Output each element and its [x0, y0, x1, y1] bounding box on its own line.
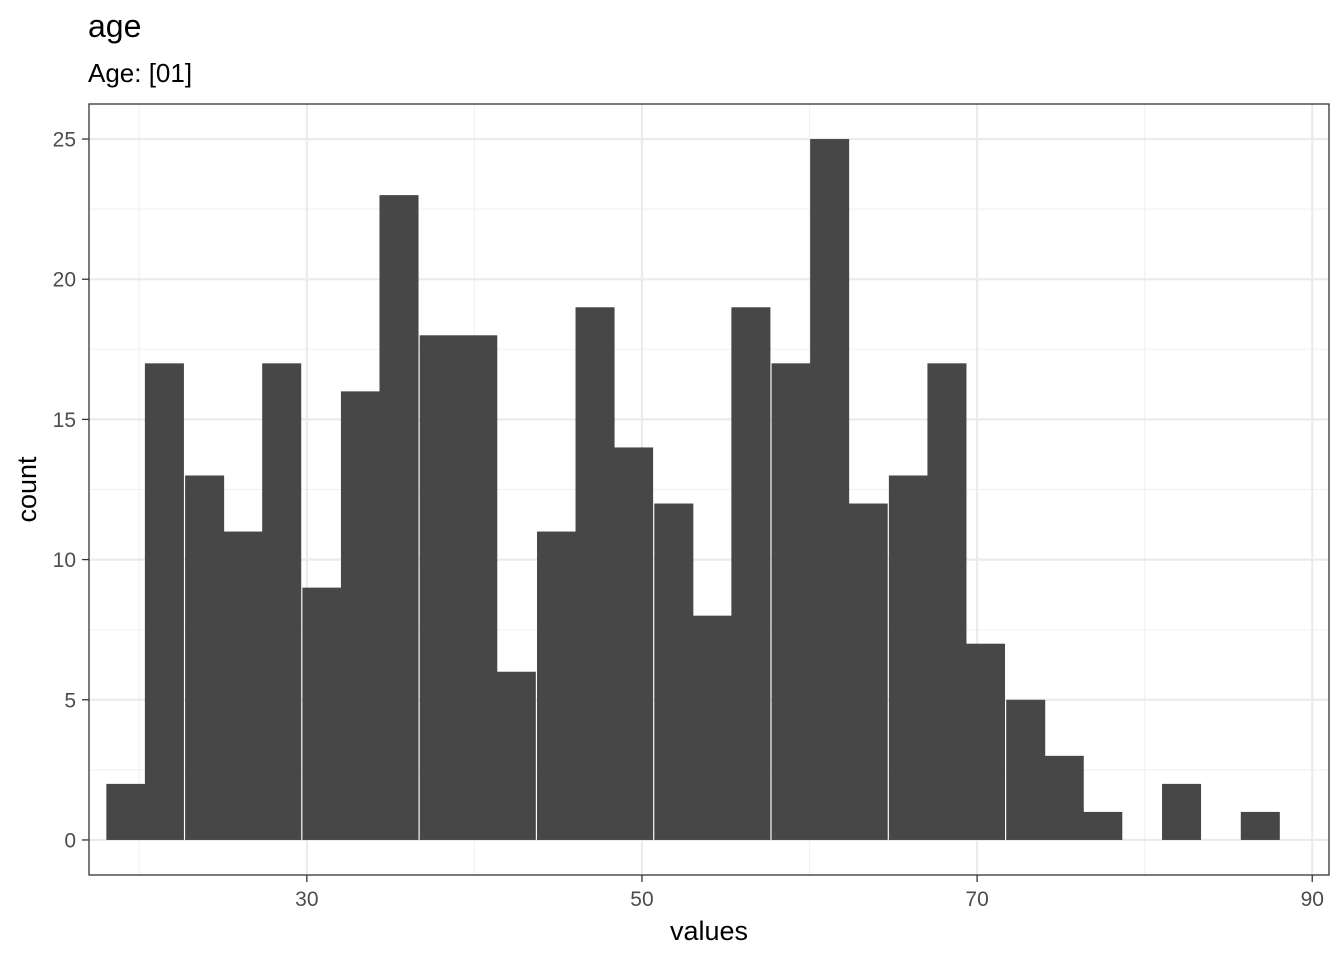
histogram-bar [1162, 783, 1202, 840]
histogram-bar [1083, 811, 1123, 840]
histogram-bar [340, 391, 380, 840]
histogram-bar [575, 307, 615, 840]
y-tick-label: 5 [64, 689, 76, 712]
histogram-bar [888, 475, 928, 840]
histogram-bar [185, 475, 225, 840]
histogram-bar [536, 531, 577, 840]
histogram-bar [106, 783, 146, 840]
histogram-bar [262, 363, 302, 840]
x-tick-label: 30 [295, 888, 318, 911]
axis-layer: 30 50 70 90 0 5 10 15 20 25 [53, 129, 1324, 911]
x-tick-label: 70 [965, 888, 988, 911]
x-axis-title: values [670, 916, 748, 946]
histogram-bar [223, 531, 263, 840]
histogram-bar [379, 195, 419, 840]
panel-border [88, 103, 1330, 876]
histogram-bar [848, 503, 888, 840]
x-tick-label: 90 [1301, 888, 1324, 911]
y-tick-label: 15 [53, 409, 76, 432]
histogram-bar [458, 335, 498, 840]
histogram-bar [965, 643, 1006, 840]
histogram-bar [1006, 699, 1046, 840]
histogram-bar [496, 671, 536, 840]
histogram-bar [771, 363, 811, 840]
y-tick-label: 0 [64, 829, 76, 852]
histogram-bar [419, 335, 459, 840]
histogram-bar [302, 587, 342, 840]
y-tick-label: 10 [53, 549, 76, 572]
x-tick-label: 50 [630, 888, 653, 911]
bars-layer [106, 139, 1280, 840]
histogram-bar [654, 503, 694, 840]
y-tick-label: 25 [53, 129, 76, 152]
y-axis-title: count [12, 456, 42, 523]
y-tick-label: 20 [53, 269, 76, 292]
histogram-bar [810, 139, 850, 840]
histogram-bar [731, 307, 771, 840]
histogram-bar [692, 615, 732, 840]
chart-subtitle: Age: [01] [88, 58, 193, 88]
histogram-bar [1240, 811, 1280, 840]
histogram-bar [614, 447, 654, 840]
histogram-bar [144, 363, 184, 840]
histogram-bar [1044, 755, 1084, 840]
histogram-bar [927, 363, 967, 840]
chart-title: age [88, 8, 142, 44]
